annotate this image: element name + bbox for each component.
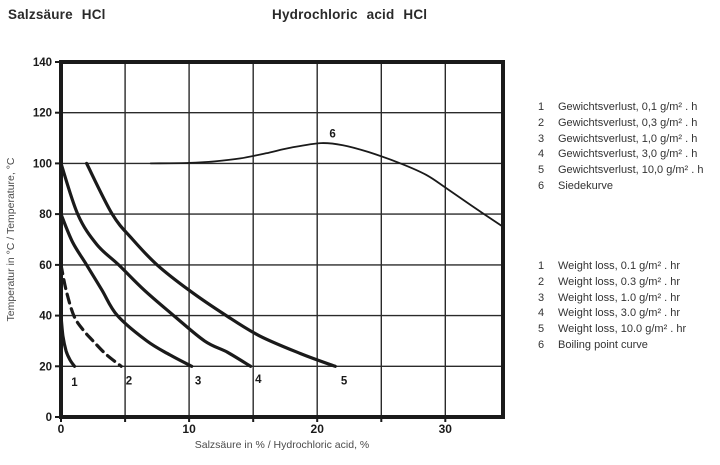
x-tick-label: 10	[182, 422, 196, 436]
y-tick-label: 120	[33, 108, 52, 120]
legend-german: 1 Gewichtsverlust, 0,1 g/m² . h 2 Gewichtsv…	[538, 100, 704, 195]
legend-item-number: 2	[538, 116, 545, 129]
y-tick-label: 60	[39, 260, 52, 272]
curve-2	[59, 263, 123, 368]
legend-item-text: Weight loss, 0.3 g/m² . hr	[558, 275, 681, 288]
title-english: Hydrochloric acid HCl	[272, 7, 428, 22]
legend-de-item-2: 2 Gewichtsverlust, 0,3 g/m² . h	[538, 116, 704, 132]
y-tick-label: 140	[33, 57, 52, 69]
y-tick-label: 0	[46, 412, 52, 424]
legend-de-item-5: 5 Gewichtsverlust, 10,0 g/m² . h	[538, 163, 704, 179]
legend-item-text: Gewichtsverlust, 1,0 g/m² . h	[558, 132, 698, 145]
curve-4	[59, 161, 253, 368]
x-tick-label: 30	[439, 422, 453, 436]
curve-label-2: 2	[126, 376, 132, 388]
legend-item-text: Gewichtsverlust, 0,1 g/m² . h	[558, 101, 698, 113]
legend-de-item-6: 6 Siedekurve	[538, 179, 704, 195]
curve-label-6: 6	[329, 128, 335, 140]
curve-label-4: 4	[255, 374, 262, 386]
curve-label-1: 1	[71, 377, 78, 389]
legend-item-number: 3	[538, 291, 545, 304]
legend-en-item-4: 4 Weight loss, 3.0 g/m² . hr	[538, 306, 686, 322]
y-tick-label: 20	[39, 361, 52, 373]
legend-de-item-1: 1 Gewichtsverlust, 0,1 g/m² . h	[538, 100, 704, 116]
legend-item-text: Gewichtsverlust, 0,3 g/m² . h	[558, 116, 698, 129]
curve-label-3: 3	[195, 376, 201, 388]
legend-en-item-6: 6 Boiling point curve	[538, 338, 686, 354]
x-tick-label: 20	[311, 422, 325, 436]
x-axis-title: Salzsäure in % / Hydrochloric acid, %	[195, 439, 370, 451]
legend-item-number: 2	[538, 275, 545, 288]
legend-item-text: Weight loss, 3.0 g/m² . hr	[558, 307, 681, 320]
y-tick-label: 100	[33, 158, 52, 170]
y-axis-title: Temperatur in °C / Temperature, °C	[5, 157, 17, 321]
legend-item-number: 5	[538, 164, 545, 177]
legend-item-text: Weight loss, 10.0 g/m² . hr	[558, 323, 687, 336]
legend-en-item-2: 2 Weight loss, 0.3 g/m² . hr	[538, 275, 686, 291]
curve-1	[59, 314, 77, 368]
title-german: Salzsäure HCl	[8, 7, 106, 22]
x-tick-label: 0	[58, 422, 65, 436]
legend-de-item-3: 3 Gewichtsverlust, 1,0 g/m² . h	[538, 132, 704, 148]
legend-en-item-1: 1 Weight loss, 0.1 g/m² . hr	[538, 259, 686, 275]
legend-de-item-4: 4 Gewichtsverlust, 3,0 g/m² . h	[538, 147, 704, 163]
y-tick-label: 80	[39, 209, 52, 221]
plot-border	[59, 60, 505, 419]
chart-svg: 1 2 3 4 560 10 20 30020406080100120140Salzsäure…	[5, 57, 505, 451]
curve-3	[59, 212, 194, 368]
curve-5	[85, 161, 337, 368]
legend-item-number: 3	[538, 132, 545, 145]
legend-en-item-3: 3 Weight loss, 1.0 g/m² . hr	[538, 291, 686, 307]
legend-item-number: 4	[538, 148, 545, 161]
legend-item-text: Boiling point curve	[558, 338, 648, 351]
legend-english: 1 Weight loss, 0.1 g/m² . hr 2 Weight loss,…	[538, 259, 686, 354]
y-tick-label: 40	[39, 311, 52, 323]
legend-item-text: Weight loss, 0.1 g/m² . hr	[558, 260, 681, 272]
curve-6	[149, 142, 504, 228]
legend-item-number: 6	[538, 179, 545, 192]
legend-en-item-5: 5 Weight loss, 10.0 g/m² . hr	[538, 322, 686, 338]
legend-item-text: Gewichtsverlust, 3,0 g/m² . h	[558, 148, 698, 161]
curve-label-5: 5	[341, 376, 348, 388]
legend-item-text: Siedekurve	[558, 179, 614, 192]
legend-item-text: Gewichtsverlust, 10,0 g/m² . h	[558, 164, 704, 177]
legend-item-text: Weight loss, 1.0 g/m² . hr	[558, 291, 681, 304]
legend-item-number: 5	[538, 323, 545, 336]
legend-item-number: 4	[538, 307, 545, 320]
legend-item-number: 1	[538, 260, 545, 272]
legend-item-number: 1	[538, 101, 545, 113]
legend-item-number: 6	[538, 338, 545, 351]
